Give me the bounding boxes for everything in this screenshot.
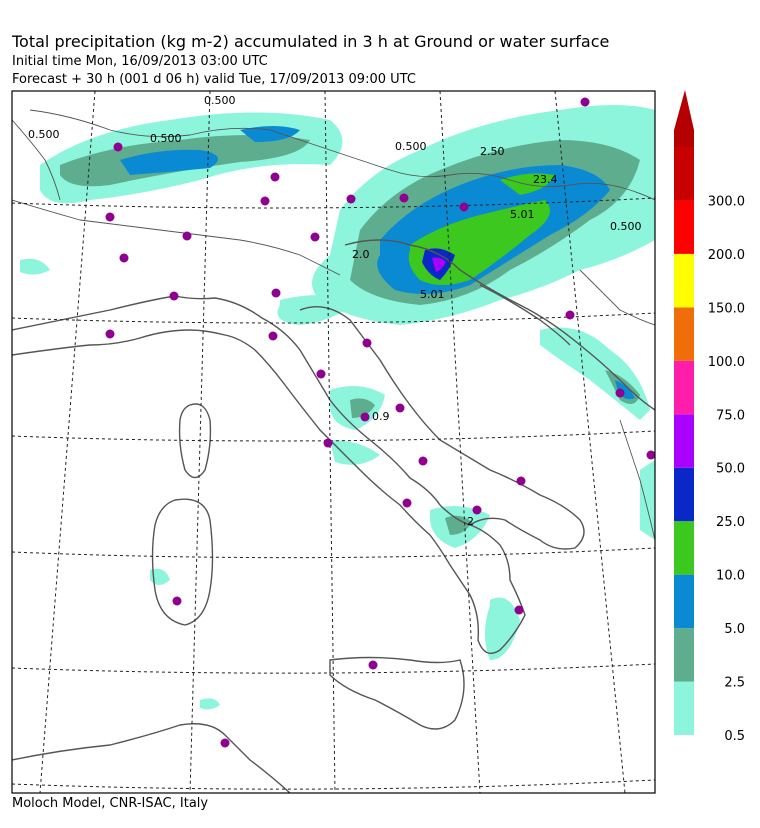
station-marker <box>646 450 655 460</box>
legend-swatch <box>674 360 694 415</box>
station-marker <box>169 291 179 301</box>
legend-swatch <box>674 147 694 201</box>
station-marker <box>105 212 115 222</box>
legend-swatch <box>674 253 694 308</box>
station-marker <box>119 253 129 263</box>
precipitation-field <box>20 105 655 710</box>
legend-swatch <box>674 414 694 468</box>
station-marker <box>260 196 270 206</box>
station-marker <box>172 596 182 606</box>
station-marker <box>459 202 469 212</box>
station-marker <box>418 456 428 466</box>
initial-time: Initial time Mon, 16/09/2013 03:00 UTC <box>12 54 268 69</box>
legend-label: 50.0 <box>716 462 745 477</box>
station-marker <box>271 288 281 298</box>
station-marker <box>580 97 590 107</box>
station-marker <box>395 403 405 413</box>
station-marker <box>516 476 526 486</box>
station-marker <box>113 142 123 152</box>
contour-label: 5.01 <box>420 288 445 301</box>
legend-label: 10.0 <box>716 569 745 584</box>
station-marker <box>615 388 625 398</box>
legend-label: 75.0 <box>716 408 745 423</box>
contour-label: 2.50 <box>480 145 505 158</box>
legend-label: 2.5 <box>724 676 745 691</box>
station-marker <box>362 338 372 348</box>
map-title: Total precipitation (kg m-2) accumulated… <box>12 32 610 51</box>
station-marker <box>270 172 280 182</box>
legend-label: 0.5 <box>724 729 745 744</box>
legend-label: 200.0 <box>708 248 745 263</box>
station-marker <box>565 310 575 320</box>
station-marker <box>368 660 378 670</box>
legend-label: 25.0 <box>716 515 745 530</box>
legend-top-arrow <box>674 90 694 147</box>
legend-swatch <box>674 628 694 682</box>
legend: 0.5 2.5 5.0 10.0 25.0 50.0 75.0 100.0 150.0 200.0… <box>674 90 745 744</box>
model-credit: Moloch Model, CNR-ISAC, Italy <box>12 796 209 811</box>
station-marker <box>402 498 412 508</box>
forecast-time: Forecast + 30 h (001 d 06 h) valid Tue, … <box>12 72 416 87</box>
contour-label: 2.0 <box>352 248 370 261</box>
station-marker <box>105 329 115 339</box>
station-marker <box>220 738 230 748</box>
station-marker <box>310 232 320 242</box>
station-marker <box>399 193 409 203</box>
contour-label: 0.500 <box>395 140 427 153</box>
station-marker <box>268 331 278 341</box>
station-marker <box>360 412 370 422</box>
contour-label: 2 <box>467 515 474 528</box>
legend-label: 300.0 <box>708 194 745 209</box>
coastline <box>12 109 655 793</box>
station-marker <box>472 505 482 515</box>
station-marker <box>182 231 192 241</box>
legend-swatch <box>674 681 694 735</box>
legend-swatch <box>674 467 694 522</box>
contour-label: 0.500 <box>28 128 60 141</box>
contour-label: 23.4 <box>533 173 558 186</box>
legend-label: 5.0 <box>724 622 745 637</box>
contour-label: 0.9 <box>372 410 390 423</box>
contour-label: 5.01 <box>510 208 535 221</box>
station-marker <box>323 438 333 448</box>
legend-swatch <box>674 521 694 575</box>
contour-label: 0.500 <box>150 132 182 145</box>
legend-swatch <box>674 307 694 361</box>
map-area: 0.500 0.500 0.500 23.4 5.01 2.0 2.50 0.5… <box>12 91 655 793</box>
station-marker <box>346 194 356 204</box>
map-frame <box>11 90 656 794</box>
contour-label: 0.500 <box>610 220 642 233</box>
legend-swatch <box>674 574 694 629</box>
legend-label: 100.0 <box>708 355 745 370</box>
contour-label: 0.500 <box>204 94 236 107</box>
station-markers <box>105 97 655 748</box>
contour-labels: 0.500 0.500 0.500 23.4 5.01 2.0 2.50 0.5… <box>28 94 642 528</box>
station-marker <box>316 369 326 379</box>
station-marker <box>514 605 524 615</box>
legend-label: 150.0 <box>708 301 745 316</box>
legend-swatch <box>674 200 694 254</box>
